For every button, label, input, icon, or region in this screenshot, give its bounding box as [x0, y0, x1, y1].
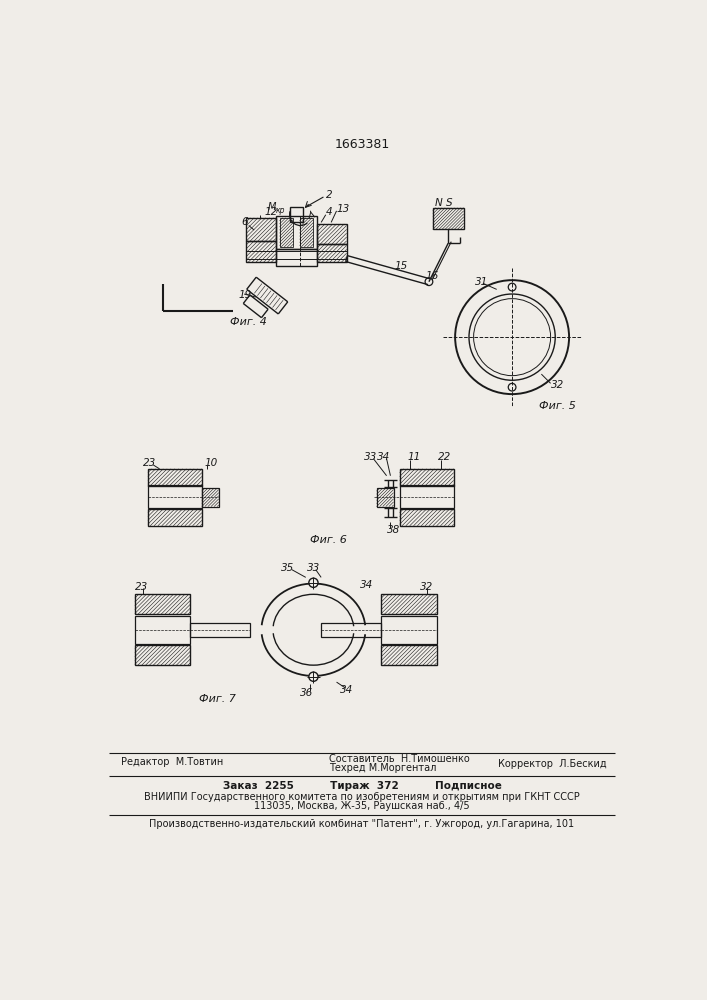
Bar: [381, 616, 437, 644]
Text: Фиг. 4: Фиг. 4: [230, 317, 267, 327]
Bar: [148, 485, 201, 508]
Bar: [399, 469, 454, 486]
Text: 36: 36: [300, 688, 312, 698]
Text: 35: 35: [281, 563, 294, 573]
Text: Техред М.Моргентал: Техред М.Моргентал: [329, 763, 436, 773]
Bar: [291, 207, 303, 222]
Text: 34: 34: [340, 685, 354, 695]
Bar: [399, 509, 454, 526]
Bar: [148, 469, 201, 486]
Circle shape: [309, 672, 318, 681]
Bar: [399, 485, 454, 508]
Text: 33: 33: [363, 452, 377, 462]
Bar: [381, 645, 437, 665]
Bar: [247, 241, 276, 262]
Text: 15: 15: [395, 261, 407, 271]
Circle shape: [508, 383, 516, 391]
Text: Фиг. 7: Фиг. 7: [199, 694, 235, 704]
Text: 1663381: 1663381: [334, 138, 390, 151]
Bar: [135, 594, 190, 614]
Bar: [148, 509, 201, 526]
Bar: [317, 244, 346, 262]
Text: Производственно-издательский комбинат "Патент", г. Ужгород, ул.Гагарина, 101: Производственно-издательский комбинат "П…: [149, 819, 575, 829]
Bar: [317, 224, 346, 244]
Text: 2: 2: [326, 190, 332, 200]
Text: 6: 6: [241, 217, 247, 227]
Bar: [190, 623, 250, 637]
Text: М: М: [267, 202, 276, 212]
Text: 22: 22: [438, 452, 452, 462]
Text: Заказ  2255          Тираж  372          Подписное: Заказ 2255 Тираж 372 Подписное: [223, 781, 501, 791]
Text: 16: 16: [425, 271, 438, 281]
Text: 34: 34: [377, 452, 390, 462]
Bar: [276, 216, 317, 249]
Bar: [135, 616, 190, 644]
Bar: [300, 218, 313, 247]
Bar: [135, 645, 190, 665]
Text: Составитель  Н.Тимошенко: Составитель Н.Тимошенко: [329, 754, 469, 764]
Bar: [201, 488, 218, 507]
Bar: [321, 623, 381, 637]
Text: 32: 32: [551, 380, 564, 390]
Text: Редактор  М.Товтин: Редактор М.Товтин: [121, 757, 223, 767]
Text: 10: 10: [204, 458, 217, 468]
Text: 12: 12: [264, 207, 277, 217]
Text: 13: 13: [337, 204, 350, 214]
Text: 113035, Москва, Ж-35, Раушская наб., 4/5: 113035, Москва, Ж-35, Раушская наб., 4/5: [254, 801, 469, 811]
Bar: [279, 218, 293, 247]
Text: 11: 11: [407, 452, 421, 462]
Bar: [377, 488, 394, 507]
Text: 31: 31: [475, 277, 489, 287]
Text: 32: 32: [420, 582, 433, 592]
Text: ВНИИПИ Государственного комитета по изобретениям и открытиям при ГКНТ СССР: ВНИИПИ Государственного комитета по изоб…: [144, 792, 580, 802]
Text: 23: 23: [135, 582, 148, 592]
Text: 4: 4: [326, 207, 332, 217]
Text: N: N: [435, 198, 443, 208]
Bar: [381, 594, 437, 614]
Circle shape: [309, 578, 318, 587]
Text: 38: 38: [387, 525, 400, 535]
Text: 33: 33: [308, 563, 320, 573]
Text: Корректор  Л.Бескид: Корректор Л.Бескид: [498, 759, 607, 769]
Bar: [247, 218, 276, 241]
Bar: [433, 208, 464, 229]
Text: 34: 34: [360, 580, 373, 590]
Text: Фиг. 5: Фиг. 5: [539, 401, 576, 411]
Text: 19: 19: [239, 290, 252, 300]
Text: Фиг. 6: Фиг. 6: [310, 535, 347, 545]
Text: 23: 23: [143, 458, 156, 468]
Circle shape: [508, 283, 516, 291]
Text: кр: кр: [276, 206, 285, 215]
Text: S: S: [446, 198, 452, 208]
Bar: [276, 249, 317, 266]
